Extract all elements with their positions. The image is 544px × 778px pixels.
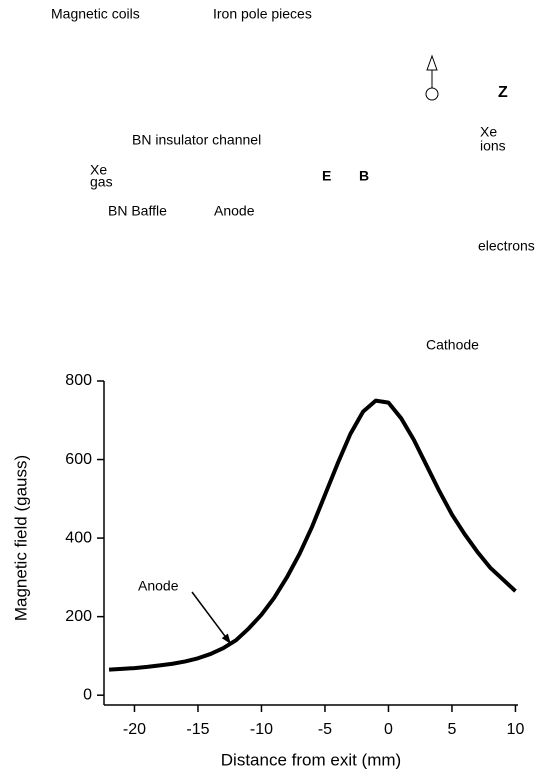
x-tick-label: -20	[123, 721, 146, 738]
x-tick-label: 5	[448, 721, 457, 738]
y-tick-label: 600	[65, 451, 92, 468]
label: Magnetic coils	[51, 6, 140, 22]
x-tick-label: -5	[318, 721, 332, 738]
label: ions	[480, 138, 506, 154]
data-line	[108, 398, 517, 672]
annotation-arrow	[191, 591, 232, 645]
label: BN insulator channel	[132, 132, 261, 148]
label: Xe	[90, 162, 107, 178]
y-tick-label: 400	[65, 529, 92, 546]
annotation-label: Anode	[138, 578, 179, 594]
label: BN Baffle	[108, 203, 167, 219]
x-tick-label: -15	[186, 721, 209, 738]
direction-icon	[425, 54, 439, 101]
y-tick-label: 800	[65, 372, 92, 389]
label: Iron pole pieces	[213, 6, 312, 22]
label: gas	[90, 174, 113, 190]
label: Xe	[480, 124, 497, 140]
label: electrons	[478, 238, 535, 254]
x-tick-label: 10	[507, 721, 525, 738]
label: B	[359, 168, 369, 184]
annotation-arrowhead	[221, 633, 231, 645]
label: E	[322, 168, 331, 184]
x-tick-label: 0	[384, 721, 393, 738]
label: Z	[498, 84, 508, 101]
label: Anode	[214, 203, 255, 219]
y-tick-label: 200	[65, 608, 92, 625]
x-axis-title: Distance from exit (mm)	[221, 750, 401, 769]
y-tick-label: 0	[83, 686, 92, 703]
y-axis-title: Magnetic field (gauss)	[11, 455, 30, 621]
label: Cathode	[426, 337, 479, 353]
x-tick-label: -10	[250, 721, 273, 738]
